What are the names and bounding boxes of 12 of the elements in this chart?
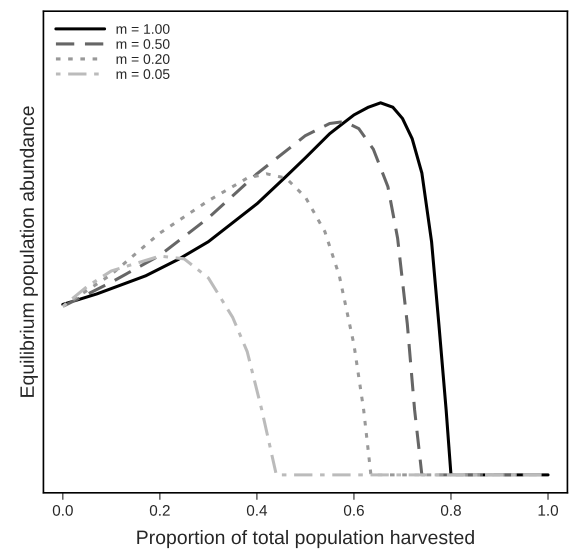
x-tick-label: 0.6 [344, 505, 364, 516]
x-tick-label: 0.0 [52, 505, 73, 516]
legend-label: m = 0.05 [116, 69, 170, 79]
legend-label: m = 0.50 [116, 39, 170, 49]
x-axis-title: Proportion of total population harvested [137, 530, 474, 548]
y-axis-title: Equilibrium population abundance [20, 106, 38, 397]
legend-label: m = 0.20 [116, 54, 170, 64]
legend-label: m = 1.00 [116, 24, 170, 34]
x-tick-label: 0.2 [150, 505, 170, 516]
x-tick-label: 1.0 [538, 505, 558, 516]
x-tick-label: 0.4 [246, 505, 268, 516]
x-tick-label: 0.8 [440, 505, 461, 516]
